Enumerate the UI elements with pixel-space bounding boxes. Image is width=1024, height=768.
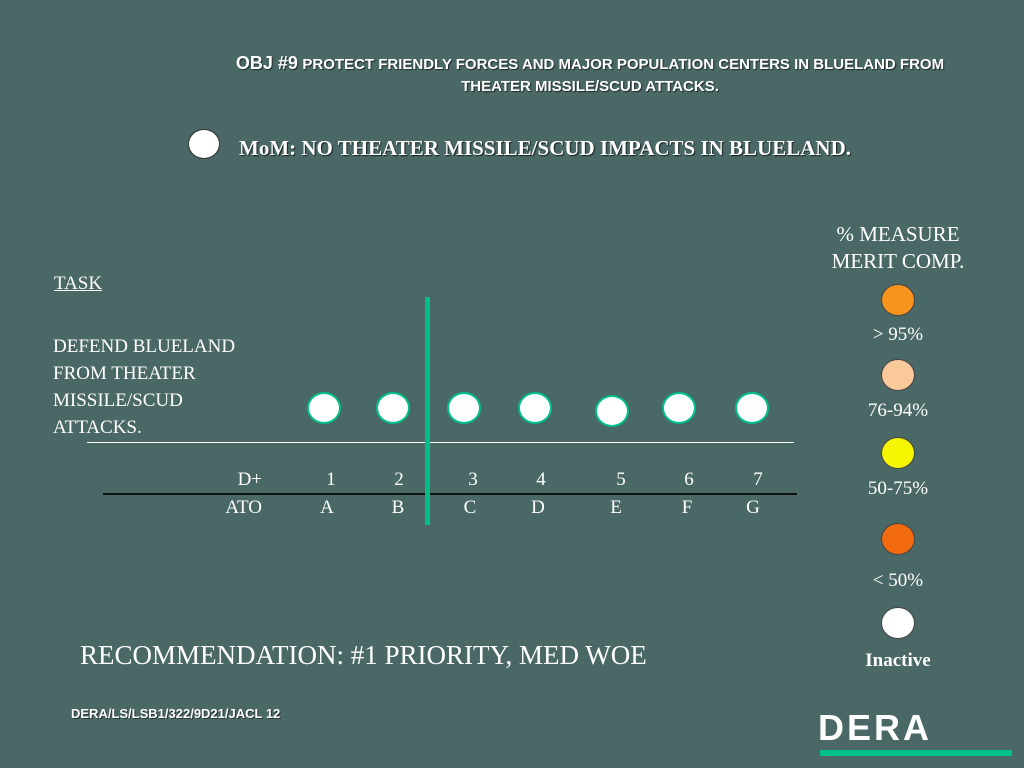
ato-letter: B [391,497,405,518]
ato-label: ATO [225,497,262,518]
day-status-circle [662,392,696,424]
dera-logo-underline [820,750,1012,756]
legend-label: > 95% [872,324,924,345]
legend-label: 50-75% [867,478,929,499]
day-status-circle [735,392,769,424]
objective-description-line2: THEATER MISSILE/SCUD ATTACKS. [461,78,719,95]
task-line: FROM THEATER [53,363,196,384]
legend-dot [881,284,915,316]
ato-letter: A [320,497,334,518]
legend-title-line2: MERIT COMP. [831,249,965,273]
legend-dot [881,523,915,555]
timeline-upper-rule [87,442,794,443]
objective-number: OBJ #9 [235,53,298,73]
mom-text: MoM: NO THEATER MISSILE/SCUD IMPACTS IN … [239,136,851,160]
day-status-circle [447,392,481,424]
objective-description-line1: PROTECT FRIENDLY FORCES AND MAJOR POPULA… [302,56,945,73]
current-day-marker [425,297,430,525]
day-number: 6 [684,469,694,490]
legend-label: 76-94% [867,400,929,421]
day-status-circle [595,395,629,427]
legend-dot [881,607,915,639]
dera-logo: DERA [818,708,1014,760]
legend-dot [881,359,915,391]
day-number: 2 [394,469,404,490]
day-number: 5 [616,469,626,490]
ato-letter: E [610,497,622,518]
task-line: MISSILE/SCUD [53,390,183,411]
legend-title-line1: % MEASURE [836,222,960,246]
day-number: 3 [468,469,478,490]
legend-label: < 50% [872,570,924,591]
timeline-lower-rule [103,493,797,495]
document-reference: DERA/LS/LSB1/322/9D21/JACL 12 [71,706,281,721]
task-description: DEFEND BLUELAND FROM THEATER MISSILE/SCU… [53,333,313,441]
legend-title: % MEASURE MERIT COMP. [808,221,988,275]
day-number: 1 [326,469,336,490]
day-number: 7 [753,469,763,490]
dera-logo-text: DERA [818,707,933,748]
ato-letter: D [531,497,545,518]
legend-label: Inactive [865,650,931,671]
ato-letter: G [746,497,760,518]
ato-letter: C [463,497,477,518]
recommendation-text: RECOMMENDATION: #1 PRIORITY, MED WOE [80,640,647,670]
legend-dot [881,437,915,469]
d-plus-label: D+ [237,469,262,490]
mom-status-circle [188,129,220,159]
day-status-circle [518,392,552,424]
ato-letter: F [681,497,693,518]
day-status-circle [376,392,410,424]
slide-title: OBJ #9 PROTECT FRIENDLY FORCES AND MAJOR… [160,52,1020,98]
day-status-circle [307,392,341,424]
task-line: DEFEND BLUELAND [53,336,236,357]
task-line: ATTACKS. [53,417,142,438]
day-number: 4 [536,469,546,490]
task-heading: TASK [54,273,103,294]
